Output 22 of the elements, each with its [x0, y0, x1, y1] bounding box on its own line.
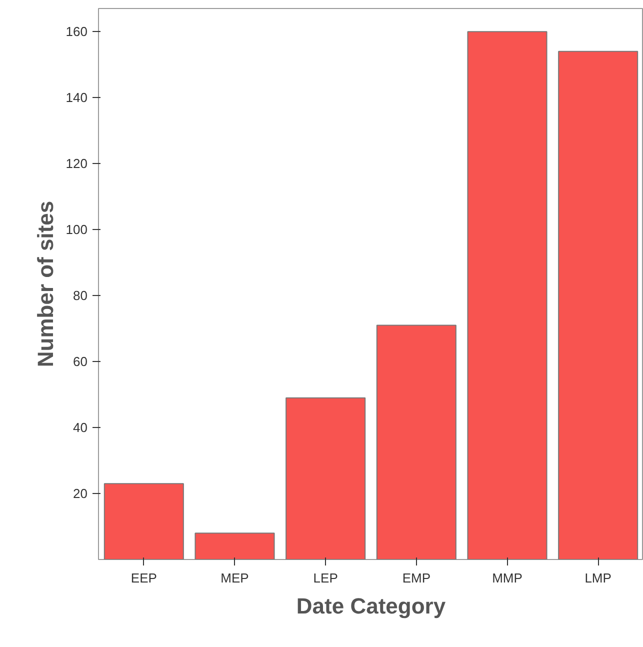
y-tick-label: 60	[73, 354, 88, 370]
y-tick-label: 80	[73, 288, 88, 304]
x-tick-label: MMP	[492, 570, 522, 586]
y-tick-label: 100	[66, 222, 88, 238]
x-tick-label: LEP	[313, 570, 338, 586]
x-tick-label: EEP	[130, 570, 157, 586]
y-tick-label: 40	[73, 420, 88, 436]
bar	[286, 397, 366, 560]
y-axis-title: Number of sites	[32, 200, 58, 368]
bar	[194, 532, 275, 560]
y-tick-label: 120	[66, 156, 88, 172]
x-tick-label: MEP	[220, 570, 249, 586]
bar	[104, 483, 184, 560]
x-axis-title: Date Category	[296, 594, 446, 618]
x-tick-label: LMP	[584, 570, 612, 586]
y-tick-label: 140	[66, 90, 88, 106]
y-tick-label: 20	[73, 486, 88, 502]
y-tick-label: 160	[66, 24, 88, 40]
bar	[558, 50, 638, 560]
x-tick-label: EMP	[402, 570, 431, 586]
bar	[467, 31, 548, 560]
bar	[376, 324, 456, 560]
